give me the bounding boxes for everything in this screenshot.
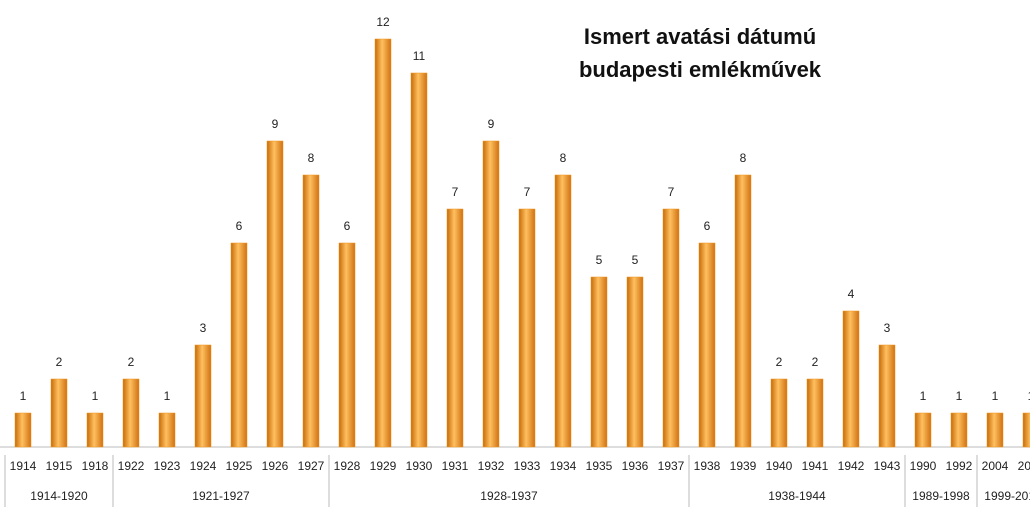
bar [734, 174, 752, 448]
x-tick-label: 1915 [46, 459, 73, 473]
data-label: 4 [848, 287, 855, 301]
bar [1022, 412, 1030, 448]
data-label: 12 [376, 15, 390, 29]
data-label: 1 [20, 389, 27, 403]
chart-title: budapesti emlékművek [579, 57, 822, 82]
bar [302, 174, 320, 448]
bar [914, 412, 932, 448]
bar [698, 242, 716, 448]
x-tick-label: 1937 [658, 459, 685, 473]
bar [86, 412, 104, 448]
x-tick-label: 1992 [946, 459, 973, 473]
bar [806, 378, 824, 448]
x-tick-label: 1930 [406, 459, 433, 473]
data-label: 7 [668, 185, 675, 199]
bar [14, 412, 32, 448]
x-tick-label: 1934 [550, 459, 577, 473]
data-label: 8 [308, 151, 315, 165]
data-label: 3 [200, 321, 207, 335]
x-tick-label: 1924 [190, 459, 217, 473]
data-label: 8 [740, 151, 747, 165]
bar [590, 276, 608, 448]
bar [986, 412, 1004, 448]
bar [194, 344, 212, 448]
bar [158, 412, 176, 448]
data-label: 7 [452, 185, 459, 199]
data-label: 6 [236, 219, 243, 233]
x-tick-label: 1939 [730, 459, 757, 473]
x-tick-label: 1918 [82, 459, 109, 473]
bar [842, 310, 860, 448]
group-label: 1999-2010 [984, 489, 1030, 503]
data-label: 5 [596, 253, 603, 267]
x-tick-label: 1923 [154, 459, 181, 473]
x-tick-label: 1931 [442, 459, 469, 473]
data-label: 2 [128, 355, 135, 369]
data-label: 1 [164, 389, 171, 403]
data-label: 9 [488, 117, 495, 131]
bar [770, 378, 788, 448]
data-label: 11 [413, 49, 426, 63]
x-tick-label: 1927 [298, 459, 325, 473]
bar [950, 412, 968, 448]
x-tick-label: 1941 [802, 459, 829, 473]
x-tick-label: 1936 [622, 459, 649, 473]
x-tick-label: 2009 [1018, 459, 1030, 473]
data-label: 9 [272, 117, 279, 131]
data-label: 2 [56, 355, 63, 369]
x-tick-label: 1928 [334, 459, 361, 473]
bar [518, 208, 536, 448]
x-tick-label: 1922 [118, 459, 145, 473]
bar [626, 276, 644, 448]
x-tick-label: 1933 [514, 459, 541, 473]
x-tick-label: 1929 [370, 459, 397, 473]
bar [410, 72, 428, 448]
data-label: 1 [1028, 389, 1030, 403]
chart-title: Ismert avatási dátumú [584, 24, 816, 49]
bar [554, 174, 572, 448]
bar [374, 38, 392, 448]
data-label: 2 [776, 355, 783, 369]
x-tick-label: 1940 [766, 459, 793, 473]
bar [230, 242, 248, 448]
data-label: 6 [344, 219, 351, 233]
data-label: 1 [920, 389, 927, 403]
data-label: 8 [560, 151, 567, 165]
group-label: 1989-1998 [912, 489, 970, 503]
x-tick-label: 2004 [982, 459, 1009, 473]
group-label: 1928-1937 [480, 489, 538, 503]
data-label: 2 [812, 355, 819, 369]
bar [122, 378, 140, 448]
x-tick-label: 1914 [10, 459, 37, 473]
data-label: 1 [992, 389, 999, 403]
bar [878, 344, 896, 448]
x-tick-label: 1990 [910, 459, 937, 473]
x-tick-label: 1935 [586, 459, 613, 473]
group-label: 1914-1920 [30, 489, 88, 503]
bar [482, 140, 500, 448]
x-tick-label: 1926 [262, 459, 289, 473]
x-tick-label: 1932 [478, 459, 505, 473]
bar [50, 378, 68, 448]
x-tick-label: 1942 [838, 459, 865, 473]
data-label: 1 [956, 389, 963, 403]
x-tick-label: 1938 [694, 459, 721, 473]
group-label: 1938-1944 [768, 489, 826, 503]
bar [266, 140, 284, 448]
group-label: 1921-1927 [192, 489, 250, 503]
bar [662, 208, 680, 448]
x-tick-label: 1943 [874, 459, 901, 473]
bar [446, 208, 464, 448]
x-tick-label: 1925 [226, 459, 253, 473]
data-label: 3 [884, 321, 891, 335]
bar [338, 242, 356, 448]
data-label: 1 [92, 389, 99, 403]
data-label: 6 [704, 219, 711, 233]
data-label: 5 [632, 253, 639, 267]
data-label: 7 [524, 185, 531, 199]
